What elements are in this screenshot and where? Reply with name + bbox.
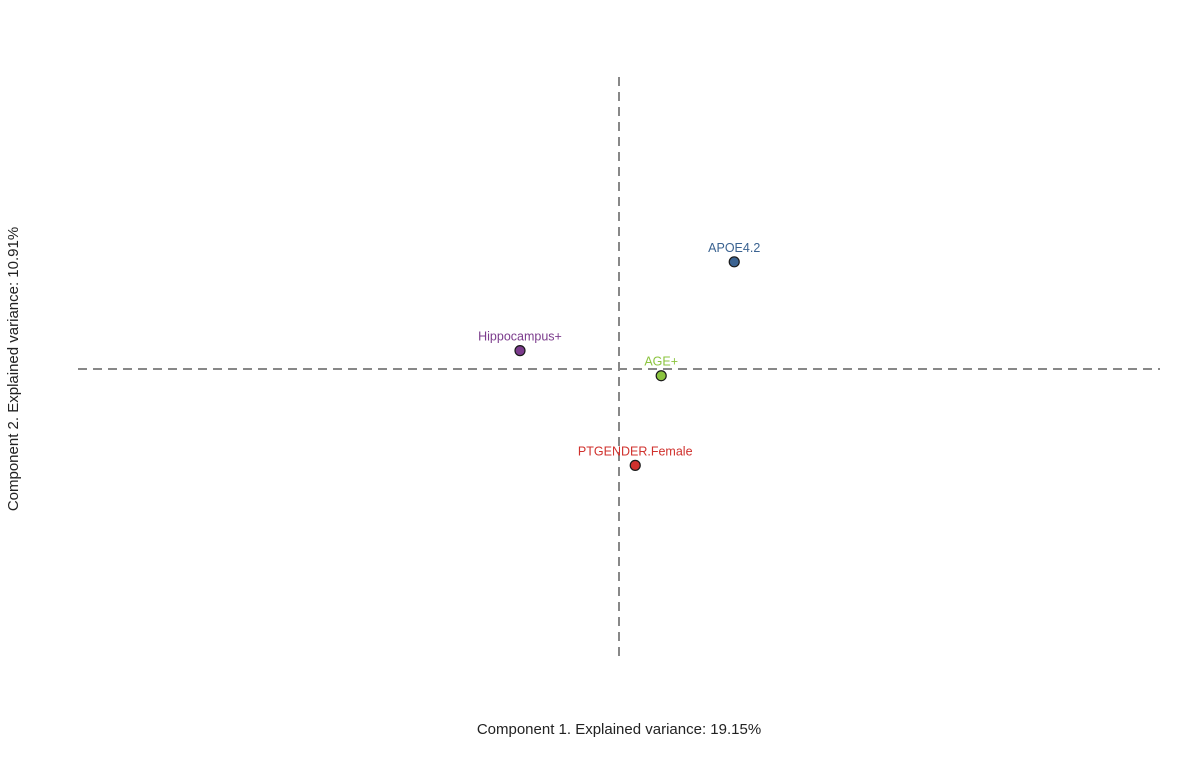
x-axis-title: Component 1. Explained variance: 19.15% bbox=[477, 721, 761, 738]
point-label: Hippocampus+ bbox=[478, 330, 562, 344]
data-point bbox=[728, 256, 740, 268]
point-label: PTGENDER.Female bbox=[578, 444, 693, 458]
data-point bbox=[514, 345, 526, 357]
data-point bbox=[629, 459, 641, 471]
data-point bbox=[655, 370, 667, 382]
point-label: APOE4.2 bbox=[708, 241, 760, 255]
data-points: APOE4.2 Hippocampus+ AGE+ PTGENDER.Female bbox=[478, 241, 760, 471]
point-label: AGE+ bbox=[644, 355, 678, 369]
y-axis-title: Component 2. Explained variance: 10.91% bbox=[5, 227, 22, 511]
reference-lines bbox=[78, 77, 1160, 661]
